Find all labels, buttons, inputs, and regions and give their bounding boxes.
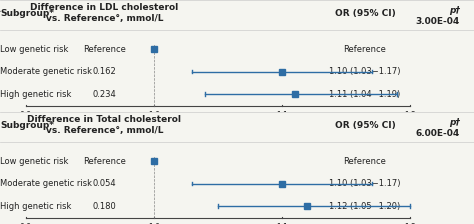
- Text: Moderate genetic risk: Moderate genetic risk: [0, 179, 92, 188]
- Text: 3.00E-04: 3.00E-04: [416, 17, 460, 26]
- Text: Moderate genetic risk: Moderate genetic risk: [0, 67, 92, 76]
- Text: p†: p†: [449, 118, 460, 127]
- Text: 1.0: 1.0: [148, 223, 160, 224]
- Text: Reference: Reference: [83, 45, 126, 54]
- Text: Reference: Reference: [83, 157, 126, 166]
- Text: OR (95% CI): OR (95% CI): [335, 121, 395, 130]
- Text: p†: p†: [449, 6, 460, 15]
- Text: Reference: Reference: [344, 157, 386, 166]
- Text: 0.9: 0.9: [19, 223, 32, 224]
- Text: 0.054: 0.054: [92, 179, 116, 188]
- Text: High genetic risk: High genetic risk: [0, 90, 72, 99]
- Text: Subgroup*: Subgroup*: [0, 121, 54, 130]
- Text: OR (95% CI): OR (95% CI): [335, 9, 395, 18]
- Text: 0.9: 0.9: [19, 111, 32, 120]
- Text: Low genetic risk: Low genetic risk: [0, 45, 68, 54]
- Text: 1.12 (1.05−1.20): 1.12 (1.05−1.20): [329, 202, 401, 211]
- Text: 1.2: 1.2: [404, 111, 416, 120]
- Text: 1.1: 1.1: [276, 111, 288, 120]
- Text: Difference in LDL cholesterol
vs. Reference°, mmol/L: Difference in LDL cholesterol vs. Refere…: [30, 3, 178, 24]
- Text: 0.180: 0.180: [92, 202, 116, 211]
- Text: Subgroup*: Subgroup*: [0, 9, 54, 18]
- Text: 6.00E-04: 6.00E-04: [416, 129, 460, 138]
- Text: 1.10 (1.03−1.17): 1.10 (1.03−1.17): [329, 179, 401, 188]
- Text: Reference: Reference: [344, 45, 386, 54]
- Text: 1.11 (1.04−1.19): 1.11 (1.04−1.19): [329, 90, 401, 99]
- Text: Low genetic risk: Low genetic risk: [0, 157, 68, 166]
- Text: 1.0: 1.0: [148, 111, 160, 120]
- Text: 0.234: 0.234: [92, 90, 116, 99]
- Text: 1.2: 1.2: [404, 223, 416, 224]
- Text: 1.10 (1.03−1.17): 1.10 (1.03−1.17): [329, 67, 401, 76]
- Text: 0.162: 0.162: [92, 67, 116, 76]
- Text: 1.1: 1.1: [276, 223, 288, 224]
- Text: High genetic risk: High genetic risk: [0, 202, 72, 211]
- Text: Difference in Total cholesterol
vs. Reference°, mmol/L: Difference in Total cholesterol vs. Refe…: [27, 115, 181, 136]
